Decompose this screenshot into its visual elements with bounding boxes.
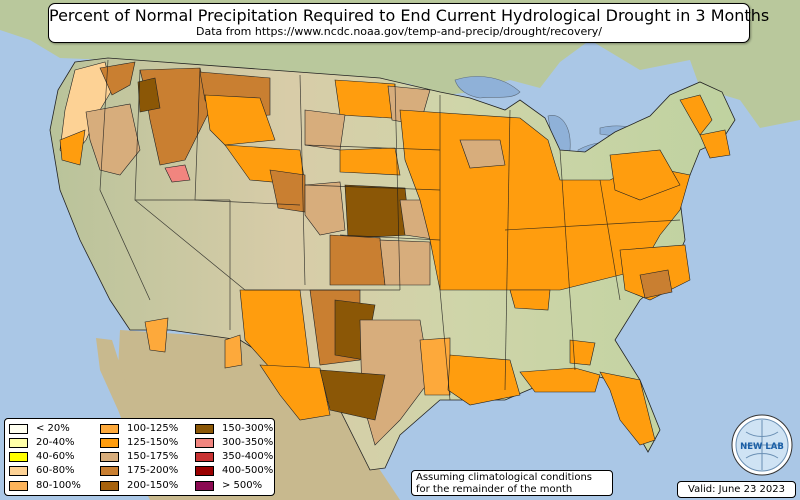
legend-item: 60-80% (9, 464, 75, 477)
globe-logo-icon: NEW LAB (731, 414, 793, 476)
valid-date: Valid: June 23 2023 (677, 481, 796, 498)
legend-label: 60-80% (36, 464, 75, 476)
legend-item: 175-200% (100, 464, 178, 477)
legend-label: 400-500% (222, 464, 274, 476)
map-subtitle: Data from https://www.ncdc.noaa.gov/temp… (196, 25, 602, 38)
legend-item: 125-150% (100, 436, 178, 449)
legend-swatch (195, 437, 214, 448)
legend-label: 20-40% (36, 436, 75, 448)
legend-swatch (195, 480, 214, 491)
legend-label: 100-125% (127, 422, 179, 434)
legend-swatch (9, 423, 28, 434)
legend-item: 350-400% (195, 450, 273, 463)
legend-label: 150-300% (222, 422, 274, 434)
legend-label: 150-175% (127, 450, 179, 462)
legend-swatch (100, 465, 119, 476)
legend-swatch (9, 451, 28, 462)
legend-item: 300-350% (195, 436, 273, 449)
map-title: Percent of Normal Precipitation Required… (49, 6, 770, 25)
legend-label: 350-400% (222, 450, 274, 462)
legend-item: 20-40% (9, 436, 75, 449)
note-line-2: for the remainder of the month (416, 484, 573, 495)
legend-item: 200-150% (100, 479, 178, 492)
legend-swatch (100, 451, 119, 462)
legend-item: 100-125% (100, 422, 178, 435)
legend-item: > 500% (195, 479, 262, 492)
legend-item: 80-100% (9, 479, 81, 492)
legend-swatch (100, 423, 119, 434)
assumption-note: Assuming climatological conditions for t… (411, 470, 613, 496)
legend-label: 300-350% (222, 436, 274, 448)
note-line-1: Assuming climatological conditions (416, 472, 592, 483)
title-box: Percent of Normal Precipitation Required… (48, 3, 770, 43)
drought-regions (59, 61, 731, 446)
legend-label: 125-150% (127, 436, 179, 448)
legend-swatch (195, 465, 214, 476)
legend-label: 40-60% (36, 450, 75, 462)
legend-label: > 500% (222, 479, 263, 491)
legend-label: 200-150% (127, 479, 179, 491)
legend-swatch (9, 480, 28, 491)
legend-swatch (195, 423, 214, 434)
legend-item: 400-500% (195, 464, 273, 477)
state-lines (99, 59, 681, 401)
legend-item: 40-60% (9, 450, 75, 463)
legend-label: < 20% (36, 422, 70, 434)
legend-swatch (9, 465, 28, 476)
legend: < 20% 20-40% 40-60% 60-80% 80-100% 100-1… (4, 418, 275, 496)
legend-swatch (195, 451, 214, 462)
legend-swatch (100, 437, 119, 448)
legend-item: 150-175% (100, 450, 178, 463)
legend-swatch (9, 437, 28, 448)
legend-item: < 20% (9, 422, 70, 435)
legend-label: 80-100% (36, 479, 81, 491)
legend-swatch (100, 480, 119, 491)
logo-text: NEW LAB (740, 442, 784, 452)
legend-label: 175-200% (127, 464, 179, 476)
legend-item: 150-300% (195, 422, 273, 435)
